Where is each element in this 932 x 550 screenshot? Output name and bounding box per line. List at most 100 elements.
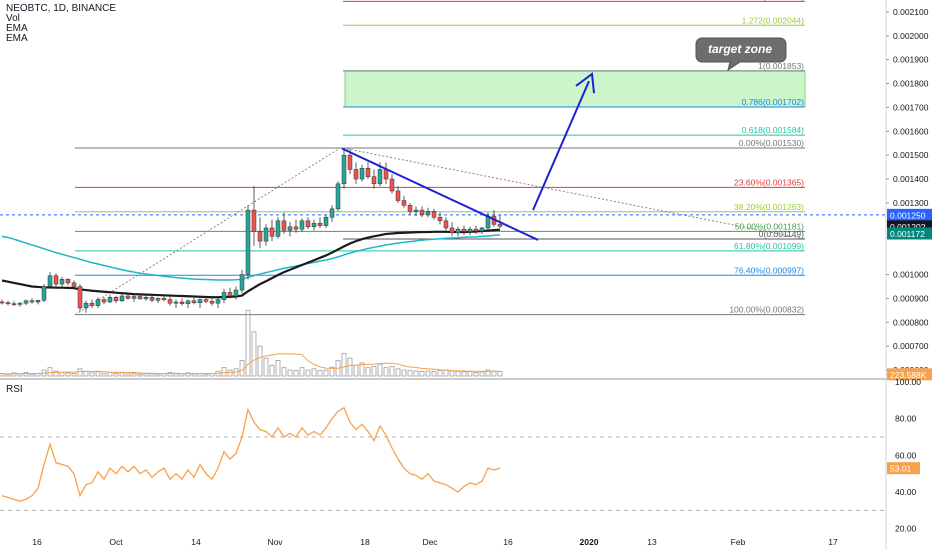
volume-bar (371, 366, 377, 377)
candle-body (143, 296, 149, 300)
candle-body (299, 220, 305, 230)
volume-bar (77, 368, 83, 377)
candle-body (179, 301, 185, 304)
candle-body (407, 205, 413, 212)
volume-bar (131, 372, 137, 377)
candle-body (53, 275, 59, 285)
volume-bar (59, 372, 65, 377)
x-tick-label: Dec (422, 537, 438, 547)
volume-bar (149, 373, 155, 377)
fib-level-label: 1.414(0.002144) (742, 0, 805, 1)
volume-bar (65, 372, 71, 377)
volume-bar (275, 360, 281, 377)
volume-bar (449, 370, 455, 377)
candle-body (377, 169, 383, 185)
candle-body (149, 296, 155, 301)
candle-body (449, 227, 455, 234)
volume-bar (263, 357, 269, 377)
volume-bar (455, 371, 461, 377)
volume-bar (467, 371, 473, 377)
candle-body (155, 298, 161, 301)
volume-bar (125, 373, 131, 377)
fib-level-label: 100.00%(0.000832) (729, 305, 804, 315)
candle-body (107, 296, 113, 303)
x-tick-label: 17 (828, 537, 838, 547)
y-tick-label: 0.001800 (893, 79, 929, 89)
symbol-label: NEOBTC, 1D, BINANCE (6, 3, 117, 14)
volume-bar (389, 366, 395, 377)
chart-legend: NEOBTC, 1D, BINANCE Vol EMA EMA (6, 4, 116, 44)
candle-body (203, 299, 209, 302)
volume-bar (401, 369, 407, 377)
candle-body (83, 302, 89, 309)
y-tick-label: 0.000900 (893, 293, 929, 303)
volume-bar (179, 373, 185, 377)
y-tick-label: 0.001700 (893, 102, 929, 112)
rsi-tick-label: 100.00 (895, 377, 921, 387)
volume-bar (347, 357, 353, 377)
candle-body (167, 299, 173, 304)
volume-bar (323, 369, 329, 377)
candle-body (461, 228, 467, 232)
rsi-pane-label: RSI (6, 384, 23, 395)
candle-body (239, 274, 245, 291)
candle-body (113, 296, 119, 302)
candle-body (467, 228, 473, 232)
volume-bar (53, 370, 59, 377)
candle-body (395, 190, 401, 201)
x-tick-label: 14 (191, 537, 201, 547)
candle-body (221, 292, 227, 300)
volume-bar (47, 367, 53, 377)
candle-body (89, 302, 95, 306)
volume-bar (185, 372, 191, 377)
candle-body (71, 282, 77, 287)
ema-short-line (1, 228, 501, 299)
volume-bar (497, 371, 503, 377)
candle-body (383, 169, 389, 180)
price-badge-label: 0.001202 (890, 222, 926, 232)
volume-bar (143, 373, 149, 377)
rsi-tick-label: 40.00 (895, 487, 917, 497)
candle-body (35, 300, 41, 303)
volume-bar (395, 368, 401, 377)
candle-body (5, 302, 11, 304)
volume-bar (293, 370, 299, 377)
y-tick-label: 0.001300 (893, 198, 929, 208)
candle-body (347, 154, 353, 170)
ema-long-line (1, 234, 501, 281)
volume-bar (407, 370, 413, 377)
volume-bar (287, 369, 293, 377)
candle-body (479, 227, 485, 232)
candle-body (329, 208, 335, 218)
volume-bar (281, 367, 287, 377)
x-tick-label: 13 (647, 537, 657, 547)
y-tick-label: 0.001500 (893, 150, 929, 160)
candle-body (323, 216, 329, 226)
volume-bar (221, 367, 227, 377)
fib-level-label: 0(0.001149) (759, 229, 804, 239)
fib-level-label: 38.20%(0.001263) (734, 202, 804, 212)
x-tick-label: Feb (731, 537, 746, 547)
volume-bar (107, 372, 113, 377)
volume-bar (101, 372, 107, 377)
volume-bar (485, 369, 491, 377)
fib-level-label: 0.00%(0.001530) (739, 138, 804, 148)
rsi-tick-label: 60.00 (895, 450, 917, 460)
dotted-trendline (342, 147, 806, 240)
candle-body (311, 222, 317, 228)
volume-bar (353, 364, 359, 377)
x-tick-label: 16 (32, 537, 42, 547)
candle-body (209, 301, 215, 304)
y-tick-label: 0.001600 (893, 126, 929, 136)
candle-body (131, 296, 137, 299)
volume-bar (203, 373, 209, 377)
candle-body (95, 299, 101, 306)
y-tick-label: 0.002100 (893, 7, 929, 17)
candle-body (59, 279, 65, 285)
descending-trendline (341, 147, 539, 241)
vol-label: Vol (6, 13, 20, 24)
candle-body (335, 183, 341, 210)
candle-body (281, 220, 287, 231)
volume-bar (95, 371, 101, 377)
